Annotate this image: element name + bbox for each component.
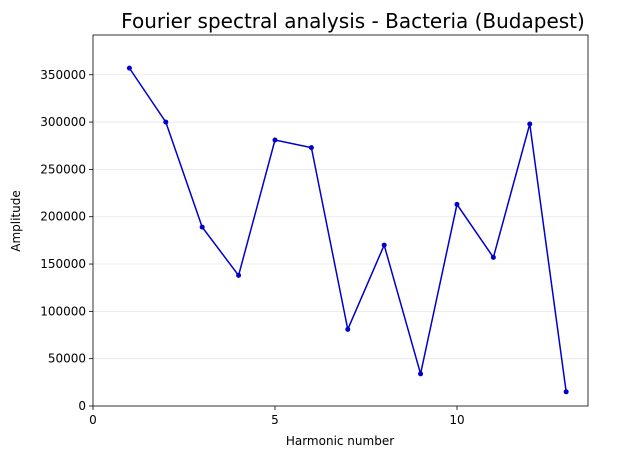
plot-frame bbox=[92, 34, 589, 407]
ticks: 0 50000 100000 150000 200000 250000 300000 3500… bbox=[40, 68, 464, 427]
axes bbox=[92, 34, 589, 407]
y-tick-label: 0 bbox=[78, 399, 86, 413]
y-tick-label: 350000 bbox=[40, 68, 86, 82]
x-tick-label: 5 bbox=[271, 413, 279, 427]
series-line bbox=[128, 67, 567, 392]
data-point bbox=[527, 121, 533, 127]
chart-title: Fourier spectral analysis - Bacteria (Bu… bbox=[121, 9, 585, 33]
y-tick-label: 50000 bbox=[48, 352, 86, 366]
data-point bbox=[418, 371, 424, 377]
x-tick-label: 10 bbox=[449, 413, 464, 427]
data-point bbox=[345, 326, 351, 332]
series bbox=[126, 65, 569, 395]
data-point bbox=[272, 137, 278, 143]
data-point bbox=[163, 119, 169, 125]
y-tick-label: 150000 bbox=[40, 257, 86, 271]
y-axis-label: Amplitude bbox=[9, 190, 23, 252]
data-point bbox=[236, 272, 242, 278]
y-tick-label: 100000 bbox=[40, 304, 86, 318]
x-axis-label: Harmonic number bbox=[286, 434, 394, 448]
data-point bbox=[381, 242, 387, 248]
data-point bbox=[126, 65, 132, 71]
y-tick-label: 300000 bbox=[40, 115, 86, 129]
data-point bbox=[454, 201, 460, 207]
y-tick-label: 200000 bbox=[40, 210, 86, 224]
x-tick-label: 0 bbox=[89, 413, 97, 427]
data-point bbox=[490, 254, 496, 260]
gridlines bbox=[93, 74, 588, 360]
data-point bbox=[199, 224, 205, 230]
data-point bbox=[563, 389, 569, 395]
y-tick-label: 250000 bbox=[40, 162, 86, 176]
data-point bbox=[308, 145, 314, 151]
